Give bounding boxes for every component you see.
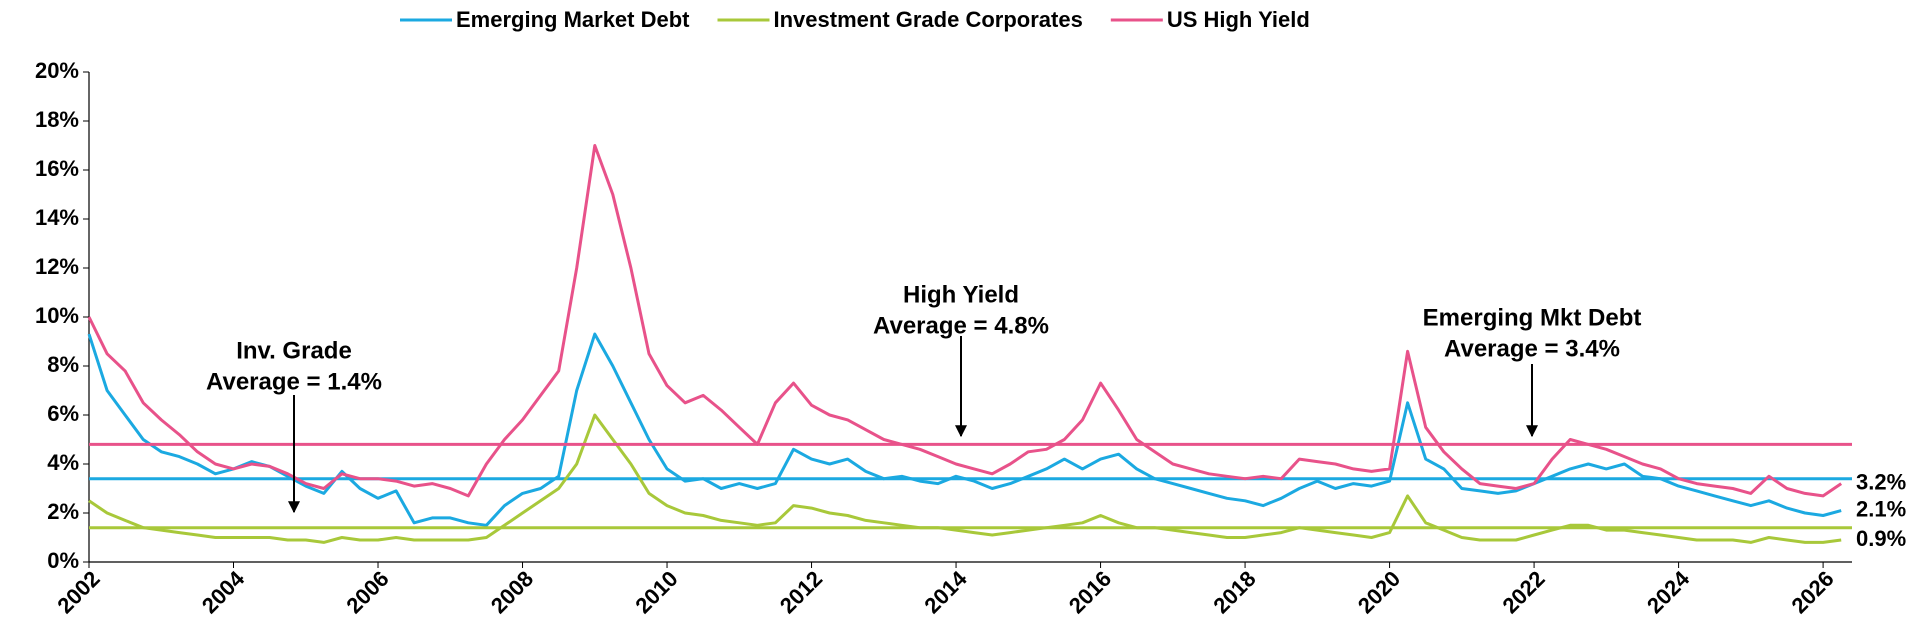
annotation-text: High Yield	[903, 281, 1019, 308]
series-line	[87, 332, 1842, 527]
x-tick-label: 2022	[1497, 566, 1549, 618]
y-tick-label: 6%	[47, 401, 79, 426]
annotation-text: Emerging Mkt Debt	[1423, 304, 1642, 331]
y-tick-label: 20%	[35, 58, 79, 83]
series-line	[87, 144, 1843, 498]
x-tick-label: 2012	[775, 566, 827, 618]
x-tick-label: 2026	[1786, 566, 1838, 618]
y-tick-label: 14%	[35, 205, 79, 230]
end-label: 2.1%	[1856, 496, 1906, 521]
end-label: 0.9%	[1856, 526, 1906, 551]
x-tick-label: 2008	[486, 566, 538, 618]
series-line	[88, 413, 1842, 544]
legend-label: Investment Grade Corporates	[774, 7, 1083, 32]
annotation-text: Average = 1.4%	[206, 368, 382, 395]
y-tick-label: 4%	[47, 450, 79, 475]
end-label: 3.2%	[1856, 469, 1906, 494]
legend-label: Emerging Market Debt	[456, 7, 690, 32]
x-tick-label: 2006	[341, 566, 393, 618]
y-tick-label: 16%	[35, 156, 79, 181]
y-tick-label: 2%	[47, 499, 79, 524]
annotation-text: Inv. Grade	[236, 337, 352, 364]
legend: Emerging Market Debt Investment Grade Cor…	[400, 7, 1310, 32]
y-tick-label: 8%	[47, 352, 79, 377]
y-tick-label: 10%	[35, 303, 79, 328]
y-tick-label: 12%	[35, 254, 79, 279]
y-tick-label: 0%	[47, 548, 79, 573]
x-tick-label: 2016	[1064, 566, 1116, 618]
x-tick-label: 2018	[1208, 566, 1260, 618]
x-tick-label: 2002	[52, 566, 104, 618]
y-tick-label: 18%	[35, 107, 79, 132]
annotation-text: Average = 3.4%	[1444, 335, 1620, 362]
x-tick-label: 2010	[630, 566, 682, 618]
x-tick-label: 2014	[919, 565, 972, 618]
annotation-text: Average = 4.8%	[873, 312, 1049, 339]
x-tick-label: 2020	[1353, 566, 1405, 618]
x-tick-label: 2024	[1642, 565, 1695, 618]
x-tick-label: 2004	[197, 565, 250, 618]
legend-label: US High Yield	[1167, 7, 1310, 32]
